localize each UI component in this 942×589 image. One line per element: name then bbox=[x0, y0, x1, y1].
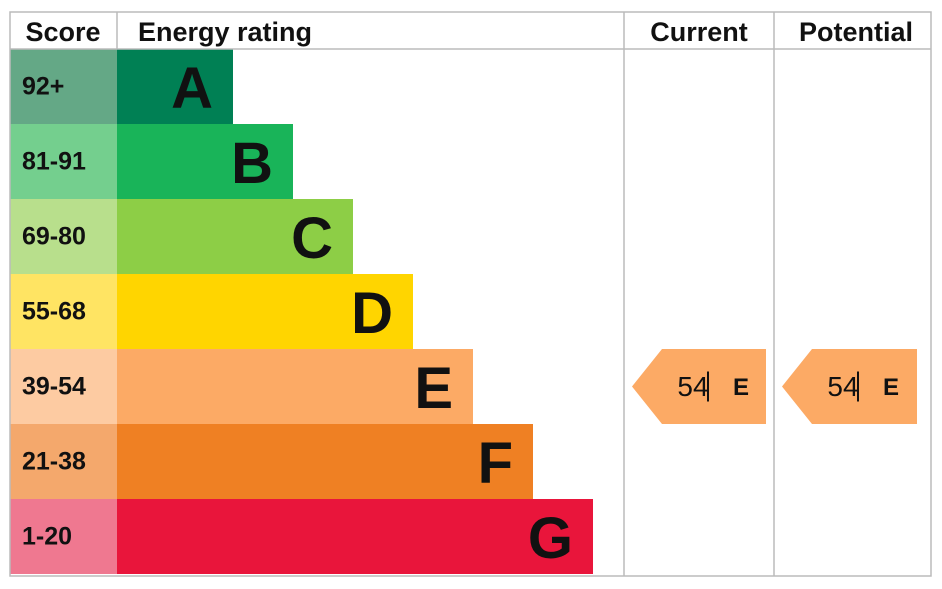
score-label: 39-54 bbox=[22, 373, 86, 401]
potential-band: E bbox=[883, 374, 899, 401]
band-letter: F bbox=[478, 431, 513, 496]
score-cell bbox=[10, 199, 117, 274]
score-cell bbox=[10, 424, 117, 499]
rating-bar bbox=[117, 124, 293, 199]
score-label: 21-38 bbox=[22, 448, 86, 476]
potential-score: 54 bbox=[827, 371, 858, 402]
score-label: 92+ bbox=[22, 73, 64, 101]
rows: 92+ A 81-91 B 69-80 C 55-68 D 39-54 E 21-38 F 1-20 G bbox=[10, 49, 593, 574]
band-letter: B bbox=[231, 131, 273, 196]
rating-bar bbox=[117, 499, 593, 574]
header-potential: Potential bbox=[799, 17, 913, 47]
header-score: Score bbox=[25, 17, 100, 47]
rating-bar bbox=[117, 349, 473, 424]
score-cell bbox=[10, 124, 117, 199]
score-label: 69-80 bbox=[22, 223, 86, 251]
current-score: 54 bbox=[677, 371, 708, 402]
current-band: E bbox=[733, 374, 749, 401]
band-letter: E bbox=[414, 356, 453, 421]
score-cell bbox=[10, 499, 117, 574]
rating-bar bbox=[117, 424, 533, 499]
score-cell bbox=[10, 349, 117, 424]
rating-bar bbox=[117, 274, 413, 349]
band-letter: G bbox=[528, 506, 573, 571]
score-cell bbox=[10, 49, 117, 124]
band-letter: D bbox=[351, 281, 393, 346]
rating-bar bbox=[117, 49, 233, 124]
band-letter: C bbox=[291, 206, 333, 271]
rating-bar bbox=[117, 199, 353, 274]
header-current: Current bbox=[650, 17, 748, 47]
header-rating: Energy rating bbox=[138, 17, 312, 47]
band-letter: A bbox=[171, 56, 213, 121]
current-arrow bbox=[632, 349, 766, 424]
frame bbox=[9, 11, 932, 577]
score-cell bbox=[10, 274, 117, 349]
score-label: 55-68 bbox=[22, 298, 86, 326]
score-label: 81-91 bbox=[22, 148, 86, 176]
potential-arrow bbox=[782, 349, 917, 424]
score-label: 1-20 bbox=[22, 523, 72, 551]
